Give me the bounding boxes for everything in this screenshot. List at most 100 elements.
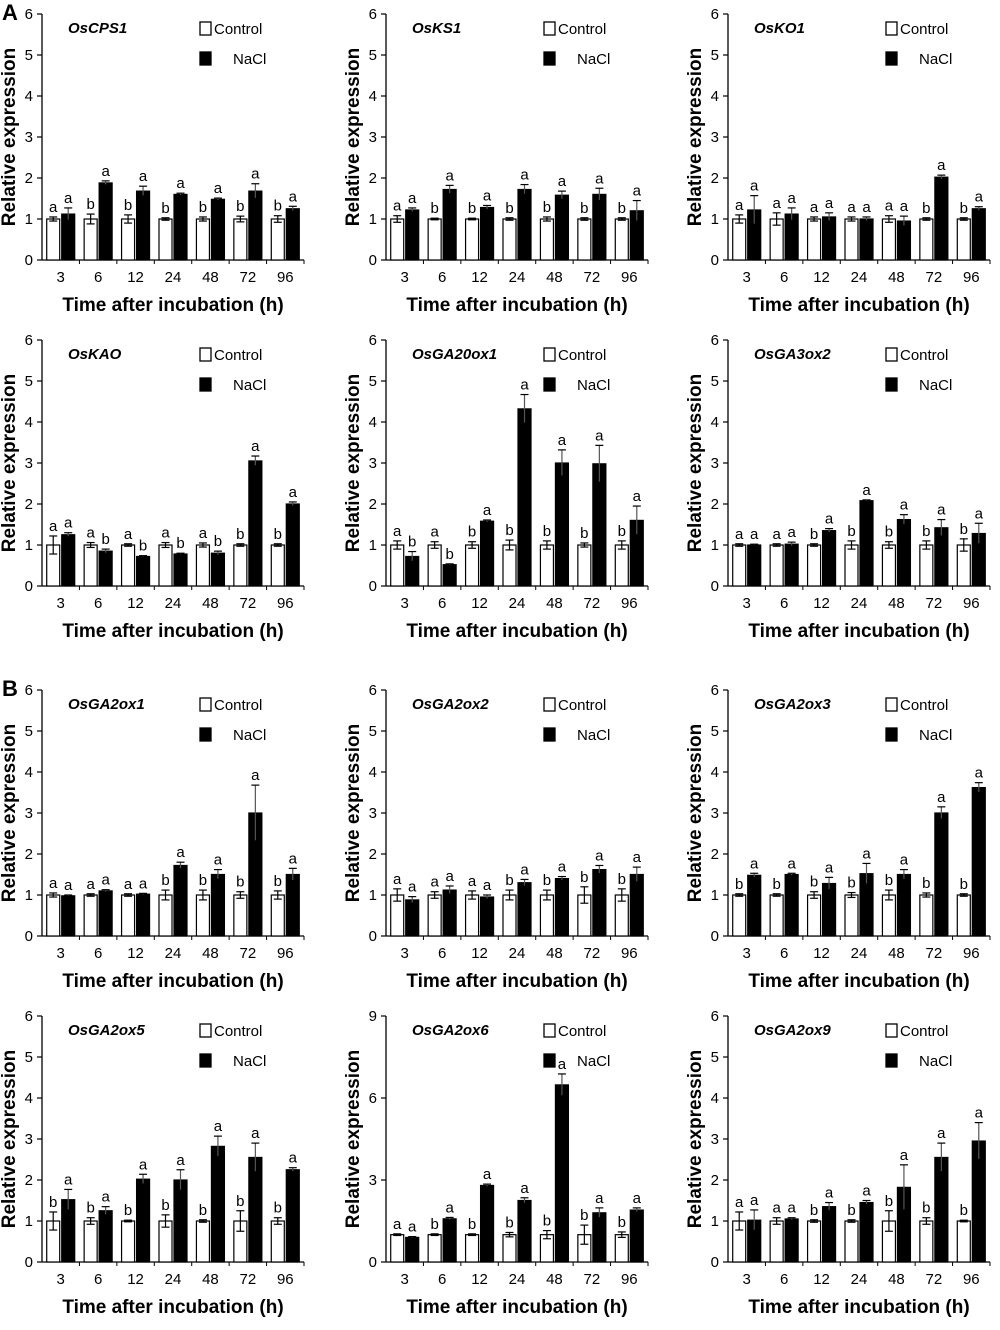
- x-tick-label: 24: [165, 1271, 182, 1288]
- significance-letter: a: [176, 1152, 185, 1169]
- significance-letter: b: [847, 1202, 855, 1219]
- y-tick-label: 3: [711, 1131, 719, 1148]
- significance-letter: b: [199, 199, 207, 216]
- chart-title: OsKAO: [68, 346, 122, 363]
- x-tick-label: 3: [401, 1271, 409, 1288]
- significance-letter: a: [483, 877, 492, 894]
- bar-nacl: [971, 208, 986, 261]
- y-tick-label: 6: [711, 332, 719, 349]
- significance-letter: a: [750, 1192, 759, 1209]
- bar-nacl: [896, 220, 912, 261]
- bar-nacl: [629, 873, 644, 937]
- chart-title: OsKO1: [754, 20, 805, 37]
- legend-swatch-control: [543, 697, 556, 712]
- bar-nacl: [747, 544, 762, 587]
- y-tick-label: 3: [369, 455, 377, 472]
- y-tick-label: 0: [369, 928, 377, 945]
- significance-letter: a: [393, 523, 402, 540]
- chart-title: OsGA2ox2: [412, 696, 489, 713]
- bar-nacl: [98, 182, 113, 261]
- bar-control: [577, 218, 592, 261]
- legend-swatch-control: [543, 21, 556, 36]
- legend-label-nacl: NaCl: [577, 377, 610, 394]
- significance-letter: b: [274, 873, 282, 890]
- bar-nacl: [821, 1206, 837, 1263]
- x-tick-label: 3: [57, 595, 65, 612]
- significance-letter: a: [445, 868, 454, 885]
- bar-control: [614, 1234, 629, 1263]
- x-tick-label: 48: [202, 945, 219, 962]
- bar-nacl: [210, 1145, 226, 1263]
- bar-nacl: [98, 550, 113, 587]
- legend-swatch-control: [885, 697, 898, 712]
- x-tick-label: 3: [57, 1271, 65, 1288]
- significance-letter: b: [505, 522, 513, 539]
- chart-title: OsGA2ox3: [754, 696, 831, 713]
- y-tick-label: 5: [25, 373, 33, 390]
- x-tick-label: 72: [584, 269, 601, 286]
- significance-letter: b: [214, 533, 222, 550]
- chart-title: OsKS1: [412, 20, 461, 37]
- x-tick-label: 12: [471, 1271, 488, 1288]
- bar-control: [732, 544, 747, 587]
- legend-label-control: Control: [558, 1023, 606, 1040]
- significance-letter: b: [543, 199, 551, 216]
- x-tick-label: 48: [202, 1271, 219, 1288]
- y-tick-label: 3: [711, 805, 719, 822]
- x-tick-label: 96: [621, 595, 638, 612]
- x-tick-label: 96: [277, 945, 294, 962]
- bar-control: [844, 894, 859, 937]
- legend-swatch-nacl: [199, 727, 212, 742]
- x-tick-label: 6: [438, 595, 446, 612]
- x-tick-label: 48: [546, 1271, 563, 1288]
- y-tick-label: 1: [25, 537, 33, 554]
- significance-letter: a: [483, 502, 492, 519]
- bar-nacl: [210, 198, 226, 261]
- y-tick-label: 5: [711, 373, 719, 390]
- bar-control: [956, 218, 971, 261]
- significance-letter: b: [810, 1202, 818, 1219]
- bar-control: [956, 894, 971, 937]
- y-tick-label: 0: [711, 928, 719, 945]
- significance-letter: a: [49, 199, 58, 216]
- x-tick-label: 6: [780, 269, 788, 286]
- significance-letter: b: [922, 523, 930, 540]
- legend-label-nacl: NaCl: [233, 1053, 266, 1070]
- y-tick-label: 1: [25, 887, 33, 904]
- bar-control: [769, 544, 784, 587]
- significance-letter: a: [750, 526, 759, 543]
- x-axis-label: Time after incubation (h): [748, 295, 969, 316]
- significance-letter: a: [633, 849, 642, 866]
- significance-letter: b: [922, 1200, 930, 1217]
- bar-nacl: [442, 564, 457, 587]
- legend-swatch-control: [199, 21, 212, 36]
- significance-letter: a: [483, 187, 492, 204]
- significance-letter: b: [124, 197, 132, 214]
- significance-letter: b: [139, 538, 147, 555]
- significance-letter: b: [408, 534, 416, 551]
- significance-letter: a: [862, 845, 871, 862]
- significance-letter: a: [520, 1180, 529, 1197]
- x-tick-label: 12: [471, 595, 488, 612]
- legend-swatch-nacl: [543, 51, 556, 66]
- bar-nacl: [442, 1218, 457, 1263]
- bar-nacl: [784, 1218, 799, 1263]
- y-axis-label: Relative expression: [343, 48, 364, 226]
- x-axis-label: Time after incubation (h): [748, 971, 969, 992]
- y-tick-label: 3: [25, 805, 33, 822]
- bar-control: [881, 218, 897, 261]
- bar-nacl: [248, 190, 263, 261]
- bar-control: [270, 544, 285, 587]
- bar-nacl: [784, 543, 799, 587]
- significance-letter: b: [161, 1197, 169, 1214]
- significance-letter: a: [214, 180, 223, 197]
- legend-label-control: Control: [900, 1023, 948, 1040]
- significance-letter: b: [543, 872, 551, 889]
- significance-letter: b: [49, 1194, 57, 1211]
- significance-letter: a: [937, 789, 946, 806]
- bar-nacl: [747, 874, 762, 937]
- legend-swatch-control: [199, 347, 212, 362]
- significance-letter: b: [274, 526, 282, 543]
- bar-nacl: [405, 1236, 420, 1263]
